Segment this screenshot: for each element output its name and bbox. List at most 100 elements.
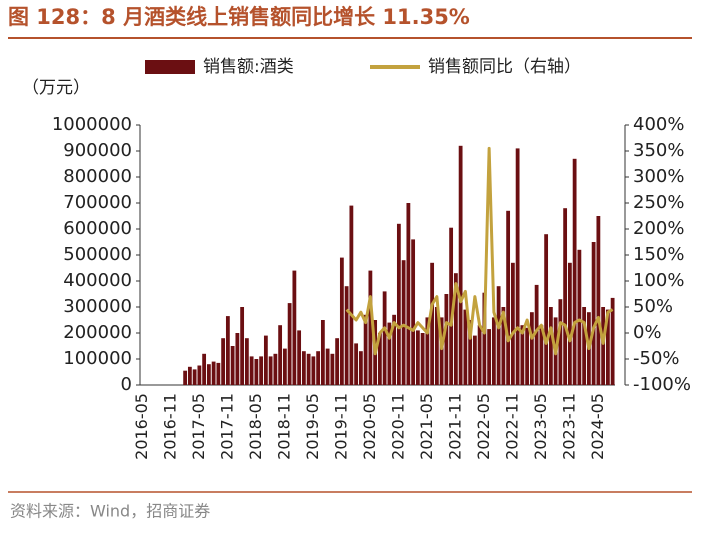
y2-tick-label: 200%	[633, 218, 684, 239]
bar	[297, 330, 302, 385]
x-tick-label: 2023-05	[531, 393, 550, 460]
bar	[249, 356, 254, 385]
bar	[183, 370, 188, 385]
bar	[563, 208, 568, 385]
legend-label: 销售额同比（右轴）	[428, 57, 581, 77]
bar	[368, 270, 373, 385]
bar	[254, 359, 259, 385]
y-tick-label: 900000	[63, 140, 132, 161]
bar	[320, 320, 325, 385]
y-tick-label: 700000	[63, 192, 132, 213]
y2-tick-label: 350%	[633, 140, 684, 161]
bar	[396, 223, 401, 385]
bar	[515, 148, 520, 385]
bar	[539, 325, 544, 385]
bar	[534, 284, 539, 385]
bar	[325, 348, 330, 385]
bar	[458, 145, 463, 385]
y2-tick-label: 150%	[633, 244, 684, 265]
y2-tick-label: 100%	[633, 270, 684, 291]
x-tick-label: 2018-11	[274, 393, 293, 460]
bar	[420, 333, 425, 385]
bar	[344, 286, 349, 385]
bar	[339, 257, 344, 385]
bar	[529, 312, 534, 385]
y-tick-label: 500000	[63, 244, 132, 265]
bar	[268, 356, 273, 385]
y-tick-label: 600000	[63, 218, 132, 239]
y2-tick-label: 400%	[633, 114, 684, 135]
bar	[558, 299, 563, 385]
bar	[411, 239, 416, 385]
y-tick-label: 300000	[63, 296, 132, 317]
bar	[577, 249, 582, 385]
bar	[244, 338, 249, 385]
bar	[506, 210, 511, 385]
bar	[311, 356, 316, 385]
bar	[335, 338, 340, 385]
bar	[548, 307, 553, 385]
x-tick-label: 2021-05	[417, 393, 436, 460]
bar	[430, 262, 435, 385]
bar	[472, 335, 477, 385]
bar	[449, 227, 454, 385]
x-tick-label: 2022-05	[474, 393, 493, 460]
bar	[273, 353, 278, 385]
x-tick-label: 2022-11	[502, 393, 521, 460]
bar	[477, 325, 482, 385]
bar	[316, 351, 321, 385]
bar	[349, 205, 354, 385]
bar	[211, 361, 216, 385]
bar	[572, 158, 577, 385]
bar	[439, 317, 444, 385]
bar	[525, 327, 530, 385]
bar	[567, 262, 572, 385]
bar	[202, 353, 207, 385]
bar	[240, 307, 245, 385]
bar	[482, 292, 487, 385]
bar	[501, 307, 506, 385]
x-tick-label: 2016-11	[160, 393, 179, 460]
legend-label: 销售额:酒类	[203, 57, 294, 77]
bar	[225, 316, 230, 385]
y-tick-label: 800000	[63, 166, 132, 187]
y-tick-label: 200000	[63, 322, 132, 343]
bar	[496, 286, 501, 385]
bar	[230, 346, 235, 385]
legend-swatch	[145, 60, 195, 74]
bar	[392, 314, 397, 385]
bar	[197, 365, 202, 385]
x-tick-label: 2020-05	[360, 393, 379, 460]
bar	[192, 369, 197, 385]
bar	[468, 320, 473, 385]
bar	[463, 309, 468, 385]
bar	[358, 351, 363, 385]
bar	[453, 273, 458, 385]
x-tick-label: 2019-05	[303, 393, 322, 460]
bar	[206, 364, 211, 385]
bar	[282, 348, 287, 385]
x-tick-label: 2018-05	[246, 393, 265, 460]
bar	[444, 294, 449, 385]
bar	[582, 307, 587, 385]
bar	[491, 317, 496, 385]
bar	[605, 309, 610, 385]
y2-tick-label: 250%	[633, 192, 684, 213]
y2-tick-label: -100%	[633, 374, 691, 395]
bar	[235, 333, 240, 385]
y-tick-label: 400000	[63, 270, 132, 291]
bar	[292, 270, 297, 385]
bar	[591, 242, 596, 385]
bar	[415, 330, 420, 385]
y2-tick-label: 0%	[633, 322, 662, 343]
x-tick-label: 2021-11	[445, 393, 464, 460]
x-tick-label: 2016-05	[132, 393, 151, 460]
x-tick-label: 2020-11	[388, 393, 407, 460]
bar	[263, 335, 268, 385]
y-unit: （万元）	[22, 78, 90, 98]
bar	[520, 325, 525, 385]
bar	[387, 322, 392, 385]
y-tick-label: 0	[121, 374, 132, 395]
bar	[544, 234, 549, 385]
